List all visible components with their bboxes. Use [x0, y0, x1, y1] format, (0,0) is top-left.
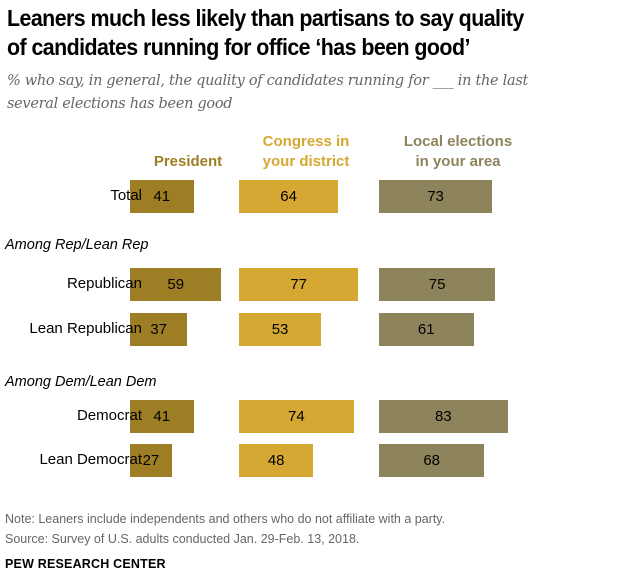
bar: [239, 268, 359, 301]
bar-value-label: 74: [288, 408, 305, 425]
bar: [130, 268, 222, 301]
bar-value-label: 48: [267, 452, 285, 469]
bar: [379, 313, 474, 346]
bar: [239, 400, 354, 433]
title-line-2: of candidates running for office ‘has be…: [7, 34, 470, 60]
bar: [379, 180, 493, 213]
bar: [239, 180, 339, 213]
bar: [379, 400, 508, 433]
chart-title: Leaners much less likely than partisans …: [7, 4, 593, 62]
column-header-line: Local elections: [403, 133, 513, 150]
bar: [239, 444, 314, 477]
bar: [239, 313, 322, 346]
row-label: Republican: [66, 275, 142, 292]
bar-value-label: 68: [423, 452, 441, 469]
bar: [130, 180, 194, 213]
row-label: Lean Democrat: [39, 451, 142, 468]
bar: [379, 268, 496, 301]
column-header-line: President: [153, 153, 223, 170]
bar-value-label: 73: [427, 188, 444, 205]
bar: [130, 400, 194, 433]
bar-value-label: 64: [280, 188, 297, 205]
group-label: Among Dem/Lean Dem: [5, 374, 157, 390]
column-header-line: your district: [262, 153, 350, 170]
subtitle-line-2: several elections has been good: [7, 96, 233, 112]
chart-source: Source: Survey of U.S. adults conducted …: [5, 532, 360, 546]
column-header-line: in your area: [415, 153, 501, 170]
bar-value-label: 83: [434, 408, 452, 425]
bar: [379, 444, 485, 477]
bar-value-label: 59: [167, 276, 185, 293]
bar-value-label: 41: [153, 408, 171, 425]
bar-value-label: 27: [142, 452, 160, 469]
chart-subtitle: % who say, in general, the quality of ca…: [7, 70, 528, 116]
brand-logo-text: PEW RESEARCH CENTER: [5, 557, 166, 571]
chart-note: Note: Leaners include independents and o…: [5, 512, 446, 526]
column-header: Congress in your district: [263, 132, 350, 172]
column-header: President: [154, 152, 222, 172]
bar-value-label: 61: [417, 321, 435, 338]
bar-value-label: 41: [153, 188, 171, 205]
group-label: Among Rep/Lean Rep: [5, 237, 149, 253]
row-label: Democrat: [76, 407, 142, 424]
bar-value-label: 53: [271, 321, 289, 338]
subtitle-line-1: % who say, in general, the quality of ca…: [7, 73, 528, 89]
row-label: Total: [110, 187, 142, 204]
bar: [130, 313, 188, 346]
bar-value-label: 77: [290, 276, 308, 293]
bar-value-label: 37: [150, 321, 168, 338]
row-label: Lean Republican: [29, 320, 142, 337]
bar-value-label: 75: [428, 276, 446, 293]
column-header-line: Congress in: [262, 133, 350, 150]
title-line-1: Leaners much less likely than partisans …: [7, 5, 524, 31]
column-header: Local elections in your area: [404, 132, 512, 172]
bar: [130, 444, 172, 477]
